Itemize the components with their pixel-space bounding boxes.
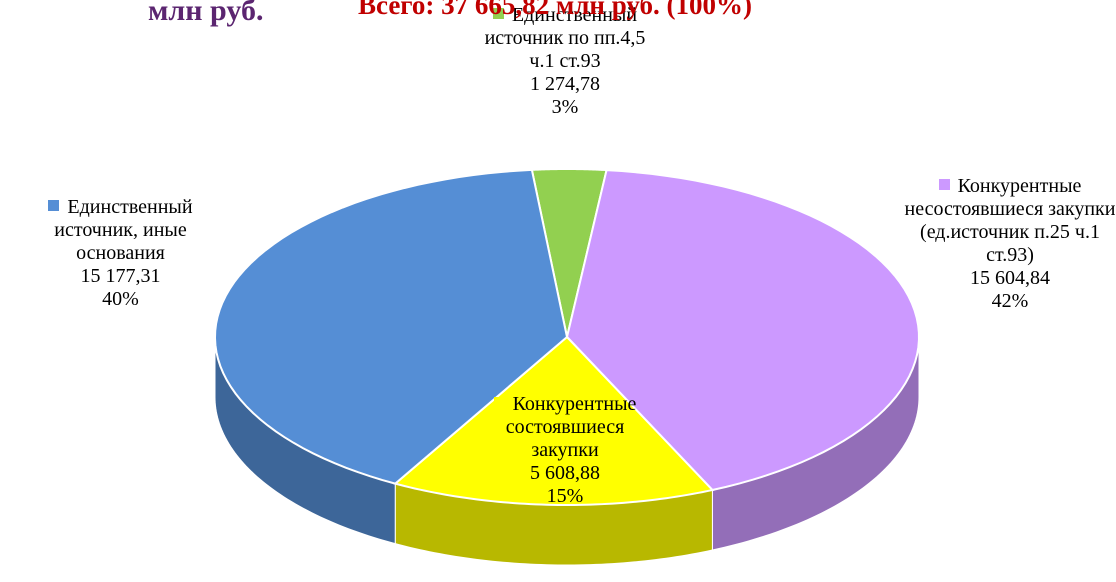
slice	[530, 167, 608, 338]
category-label: Единственный источник по пп.4,5 ч.1 ст.9…	[484, 4, 646, 72]
percent-label: 40%	[102, 288, 139, 310]
legend-marker	[492, 8, 504, 19]
value-label: 5 608,88	[530, 462, 600, 484]
slice	[214, 168, 569, 485]
slice	[565, 169, 920, 492]
legend-marker	[48, 200, 60, 211]
category-label: Конкурентные состоявшиеся закупки	[505, 393, 637, 461]
value-label: 15 604,84	[970, 267, 1050, 289]
percent-label: 42%	[991, 290, 1029, 312]
category-label: Единственный источник, иные основания	[54, 196, 193, 264]
value-label: 1 274,78	[530, 73, 600, 95]
legend-marker	[493, 397, 505, 408]
data-label: Конкурентные несостоявшиеся закупки (ед.…	[895, 175, 1116, 313]
data-label: Единственный источник по пп.4,5 ч.1 ст.9…	[480, 4, 650, 119]
chart-subtitle: Всего: 37 665,82 млн руб. (100%)	[358, 0, 753, 20]
percent-label: 15%	[546, 485, 584, 507]
category-label: Конкурентные несостоявшиеся закупки (ед.…	[904, 175, 1116, 266]
legend-marker	[938, 179, 950, 190]
percent-label: 3%	[551, 96, 579, 118]
slice	[393, 335, 715, 506]
data-label: Конкурентные состоявшиеся закупки 5 608,8…	[470, 393, 660, 508]
data-label: Единственный источник, иные основания 15 …	[18, 196, 223, 311]
value-label: 15 177,31	[80, 265, 161, 287]
chart-title: млн руб.	[148, 0, 264, 27]
